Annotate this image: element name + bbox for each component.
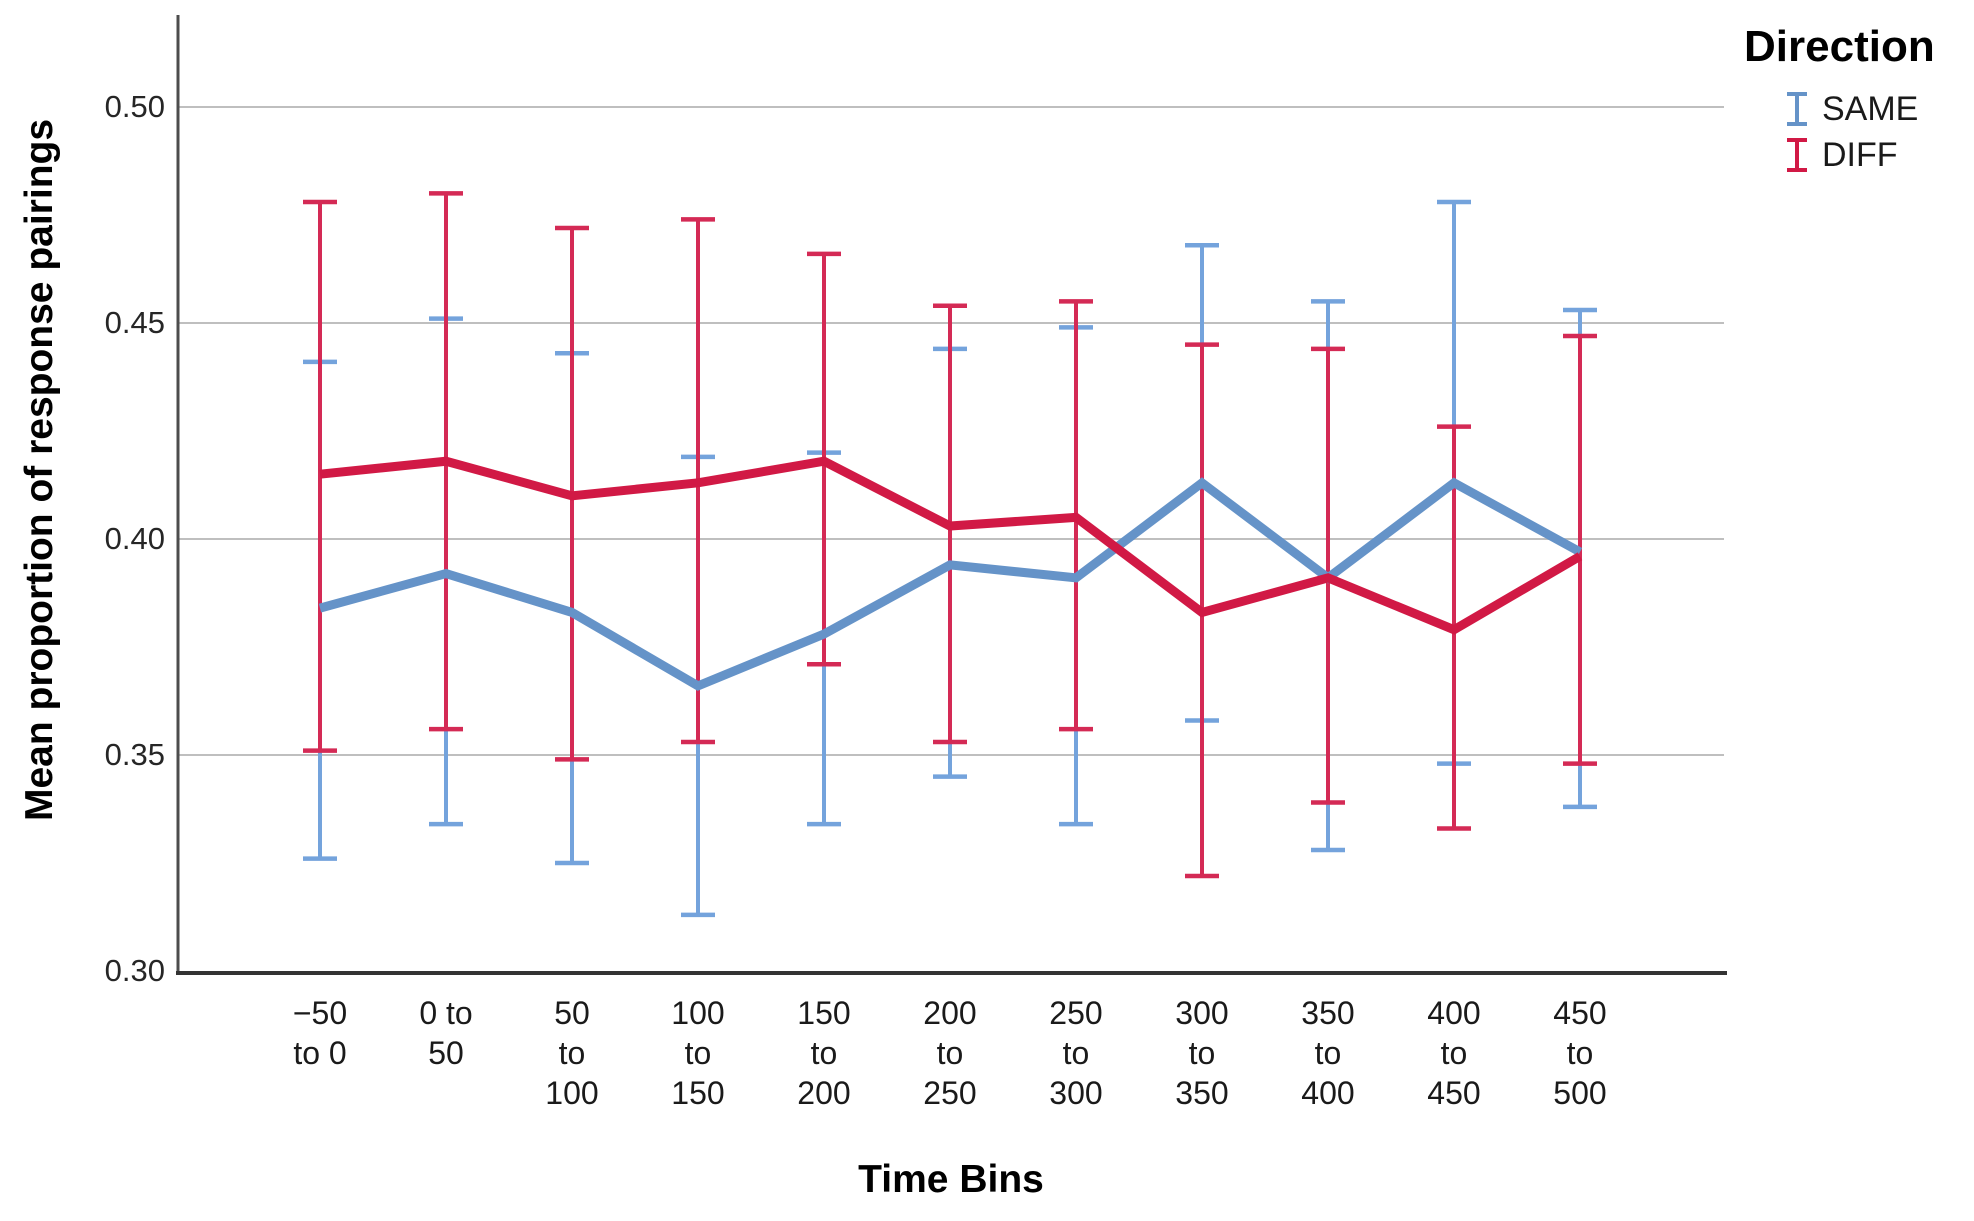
y-tick-0.40: 0.40 [104, 521, 165, 556]
error-bar-glyph-same [1787, 92, 1807, 126]
legend: Direction SAME DIFF [1744, 22, 1935, 178]
y-tick-0.30: 0.30 [104, 953, 165, 988]
y-axis-title: Mean proportion of response pairings [18, 118, 61, 822]
legend-items: SAME DIFF [1784, 86, 1935, 178]
x-tick-200 to 250: 200 to 250 [923, 995, 977, 1111]
x-tick-250 to 300: 250 to 300 [1049, 995, 1103, 1111]
x-tick-300 to 350: 300 to 350 [1175, 995, 1229, 1111]
x-tick-−50 to 0: −50 to 0 [292, 995, 348, 1071]
legend-title: Direction [1744, 22, 1935, 71]
y-tick-0.45: 0.45 [104, 305, 165, 340]
x-tick-150 to 200: 150 to 200 [797, 995, 851, 1111]
legend-item-diff: DIFF [1784, 132, 1935, 178]
legend-label-same: SAME [1822, 89, 1919, 128]
x-tick-50 to 100: 50 to 100 [545, 995, 599, 1111]
error-bar-glyph-diff [1787, 138, 1807, 172]
diff-line [319, 456, 1583, 635]
x-tick-100 to 150: 100 to 150 [671, 995, 725, 1111]
x-tick-0 to 50: 0 to 50 [419, 995, 473, 1071]
legend-item-same: SAME [1784, 86, 1935, 132]
y-tick-0.35: 0.35 [104, 737, 165, 772]
x-tick-350 to 400: 350 to 400 [1301, 995, 1355, 1111]
same-line [318, 477, 1583, 691]
y-tick-0.50: 0.50 [104, 89, 165, 124]
x-axis-title: Time Bins [858, 1158, 1044, 1201]
legend-label-diff: DIFF [1822, 135, 1898, 174]
x-tick-450 to 500: 450 to 500 [1553, 995, 1607, 1111]
x-tick-400 to 450: 400 to 450 [1427, 995, 1481, 1111]
